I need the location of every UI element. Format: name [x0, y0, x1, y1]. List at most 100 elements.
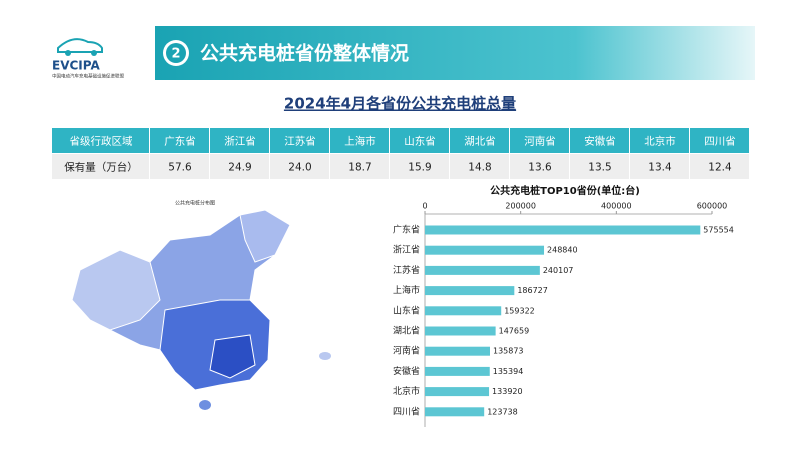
value-label: 248840: [547, 246, 578, 255]
value-label: 147659: [499, 327, 530, 336]
header-title: 公共充电桩省份整体情况: [200, 42, 409, 65]
header-text: 浙江省: [224, 135, 256, 148]
map-island: [199, 400, 211, 410]
logo: EVCIPA 中国电动汽车充电基础设施促进联盟: [52, 38, 124, 80]
y-tick-label: 湖北省: [393, 325, 420, 337]
table-cell: [570, 154, 629, 179]
header-text: 省级行政区域: [70, 135, 133, 148]
table-cell: [450, 154, 509, 179]
cell-text: 13.6: [528, 162, 552, 174]
table-cell: [690, 154, 749, 179]
bar: [425, 225, 701, 235]
bar: [425, 387, 490, 397]
table-cell: [510, 154, 569, 179]
cell-text: 18.7: [348, 162, 371, 174]
bar: [425, 326, 496, 336]
table-title: 2024年4月各省份公共充电桩总量: [284, 95, 516, 113]
table: 省级行政区域 广东省 浙江省 江苏省 上海市 山东省 湖北省 河南省 安徽省 北京市 四川省保有量（…: [52, 128, 749, 179]
header-cell: [630, 128, 689, 153]
x-tick-label: 0: [422, 202, 427, 211]
y-tick-label: 山东省: [393, 304, 420, 316]
badge-number: 2: [171, 47, 180, 62]
table-cell: [210, 154, 269, 179]
bar: [425, 346, 490, 356]
cell-text: 12.4: [708, 162, 732, 174]
value-label: 135873: [493, 347, 524, 356]
cell-text: 13.5: [588, 162, 611, 174]
header-text: 山东省: [404, 135, 436, 148]
header-cell: [390, 128, 449, 153]
map-island: [319, 352, 331, 360]
table-cell: [52, 154, 149, 179]
header-cell: [210, 128, 269, 153]
y-tick-label: 四川省: [393, 405, 420, 417]
y-tick-label: 河南省: [393, 345, 420, 357]
table-cell: [330, 154, 389, 179]
header-cell: [150, 128, 209, 153]
header-banner: [155, 26, 755, 80]
cell-text: 24.0: [288, 162, 311, 174]
logo-wheel: [65, 50, 71, 56]
header-text: 上海市: [344, 135, 376, 148]
value-label: 123738: [487, 407, 518, 416]
x-tick-label: 400000: [601, 202, 632, 211]
table-cell: [630, 154, 689, 179]
y-tick-label: 北京市: [393, 385, 420, 397]
header-text: 广东省: [164, 135, 196, 148]
bar: [425, 407, 485, 417]
cell-text: 14.8: [468, 162, 491, 174]
x-tick-label: 200000: [505, 202, 536, 211]
header-text: 河南省: [524, 135, 556, 148]
header-text: 湖北省: [464, 135, 496, 148]
header-cell: [450, 128, 509, 153]
map-region: [239, 209, 291, 263]
map-title: 公共充电桩分布图: [175, 200, 215, 207]
map-region: [209, 334, 256, 379]
value-label: 575554: [703, 226, 734, 235]
value-label: 240107: [543, 266, 574, 275]
value-label: 186727: [517, 286, 548, 295]
cell-text: 24.9: [228, 162, 251, 174]
bar: [425, 286, 515, 296]
cell-text: 保有量（万台）: [64, 161, 138, 174]
cell-text: 15.9: [408, 162, 431, 174]
header-cell: [510, 128, 569, 153]
y-tick-label: 江苏省: [393, 264, 420, 276]
cell-text: 13.4: [648, 162, 672, 174]
header-cell: [570, 128, 629, 153]
header-text: 安徽省: [584, 135, 616, 148]
table-cell: [270, 154, 329, 179]
chart-title: 公共充电桩TOP10省份(单位:台): [490, 184, 640, 197]
x-tick-label: 600000: [697, 202, 728, 211]
logo-wheel: [91, 50, 97, 56]
logo-icon: [57, 38, 103, 53]
logo-text: EVCIPA: [52, 59, 100, 73]
logo-subtitle: 中国电动汽车充电基础设施促进联盟: [52, 73, 124, 80]
header-text: 北京市: [644, 135, 676, 148]
badge-inner: [166, 43, 186, 63]
map-region: [71, 249, 161, 331]
bar: [425, 245, 545, 255]
header-text: 四川省: [704, 135, 736, 148]
value-label: 133920: [492, 387, 523, 396]
bar: [425, 265, 540, 275]
header-cell: [270, 128, 329, 153]
y-tick-label: 广东省: [393, 224, 420, 236]
map: 公共充电桩分布图: [71, 200, 331, 410]
bar: [425, 306, 502, 316]
value-label: 135394: [493, 367, 524, 376]
y-tick-label: 安徽省: [393, 365, 420, 377]
header-cell: [330, 128, 389, 153]
header-cell: [52, 128, 149, 153]
bar: [425, 366, 490, 376]
table-cell: [150, 154, 209, 179]
bar-chart: 公共充电桩TOP10省份(单位:台) 0 200000 400000 600000 广东…: [393, 184, 734, 427]
header-text: 江苏省: [284, 135, 316, 148]
value-label: 159322: [504, 306, 535, 315]
y-tick-label: 上海市: [393, 284, 420, 296]
y-tick-label: 浙江省: [393, 244, 420, 256]
table-cell: [390, 154, 449, 179]
cell-text: 57.6: [168, 162, 192, 174]
header-cell: [690, 128, 749, 153]
